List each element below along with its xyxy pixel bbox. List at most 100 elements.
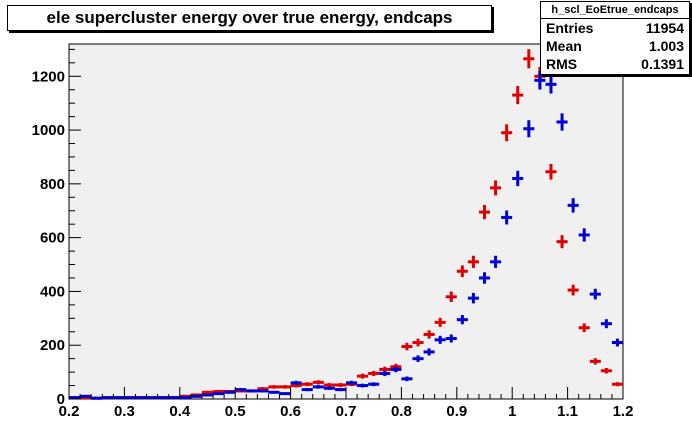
y-tick-label: 600 — [40, 230, 65, 247]
data-point — [379, 370, 391, 377]
x-tick-label: 0.8 — [391, 403, 412, 420]
stats-label: Mean — [546, 38, 582, 54]
chart-title: ele supercluster energy over true energy… — [46, 8, 453, 27]
stats-row-entries: Entries 11954 — [541, 19, 689, 37]
data-point — [445, 291, 457, 303]
data-point — [456, 315, 468, 325]
x-tick-label: 0.9 — [446, 403, 467, 420]
data-point — [501, 210, 513, 225]
x-tick-label: 0.6 — [280, 403, 301, 420]
y-tick-label: 0 — [57, 391, 65, 408]
data-point — [80, 394, 92, 398]
stats-box-name: h_scl_EoEtrue_endcaps — [541, 2, 689, 19]
data-point — [523, 120, 535, 138]
data-point — [346, 380, 358, 385]
data-point — [578, 323, 590, 333]
stats-value: 11954 — [645, 20, 684, 36]
stats-label: RMS — [546, 56, 578, 72]
x-tick-label: 1 — [508, 403, 516, 420]
data-point — [545, 75, 557, 94]
x-tick-label: 1.1 — [557, 403, 578, 420]
data-point — [512, 170, 524, 187]
data-point — [589, 358, 601, 365]
data-point — [567, 198, 579, 213]
data-point — [179, 396, 191, 400]
data-point — [357, 373, 369, 379]
data-point — [589, 288, 601, 300]
axes: 0 200 400 600 800 1000 1200 0.2 0.3 0.4 0.5 0.6 0.7 0… — [32, 48, 634, 420]
data-point — [445, 334, 457, 343]
data-point — [102, 396, 114, 400]
y-tick-label: 200 — [40, 337, 65, 354]
stats-value: 0.1391 — [641, 56, 684, 72]
data-point — [567, 284, 579, 296]
data-point — [490, 180, 502, 196]
data-point — [611, 338, 623, 347]
data-point — [611, 382, 623, 387]
y-tick-label: 1200 — [32, 68, 65, 85]
data-point — [312, 385, 324, 389]
data-point — [268, 385, 280, 389]
data-point — [478, 204, 491, 220]
data-point — [523, 49, 535, 69]
data-point — [301, 387, 313, 392]
data-point — [213, 392, 225, 396]
data-point — [113, 396, 125, 400]
data-point — [235, 387, 247, 392]
stats-row-mean: Mean 1.003 — [541, 37, 689, 55]
stats-label: Entries — [546, 20, 594, 36]
data-point — [257, 389, 269, 393]
data-point — [478, 272, 491, 284]
data-point — [190, 394, 202, 398]
data-point — [368, 370, 380, 377]
data-point — [124, 396, 136, 400]
data-point — [290, 380, 302, 385]
data-point — [246, 389, 258, 393]
data-point — [201, 390, 214, 394]
data-point — [412, 355, 424, 362]
data-point — [467, 292, 479, 304]
data-point — [135, 396, 147, 400]
data-point — [368, 382, 380, 387]
data-point — [534, 71, 546, 90]
x-tick-label: 0.5 — [225, 403, 246, 420]
data-point — [490, 255, 502, 268]
x-tick-label: 0.3 — [114, 403, 135, 420]
data-point — [279, 392, 291, 396]
data-point — [157, 396, 169, 400]
data-point — [323, 383, 335, 387]
y-tick-label: 1000 — [32, 122, 65, 139]
x-tick-label: 1.2 — [613, 403, 634, 420]
x-tick-label: 0.2 — [59, 403, 80, 420]
series-blue — [69, 71, 623, 400]
data-point — [401, 342, 413, 351]
series-marks — [69, 49, 623, 400]
x-tick-label: 0.7 — [336, 403, 357, 420]
stats-value: 1.003 — [648, 38, 684, 54]
y-tick-label: 800 — [40, 176, 65, 193]
data-point — [434, 335, 446, 344]
stats-row-rms: RMS 0.1391 — [541, 55, 689, 73]
y-tick-label: 400 — [40, 283, 65, 300]
title-box: ele supercluster energy over true energy… — [7, 5, 492, 31]
data-point — [69, 396, 81, 400]
data-point — [168, 396, 180, 400]
data-point — [146, 396, 158, 400]
data-point — [600, 319, 612, 329]
data-point — [268, 390, 280, 394]
data-point — [467, 255, 479, 268]
data-point — [312, 380, 324, 385]
data-point — [390, 366, 402, 373]
data-point — [556, 113, 568, 131]
data-point — [434, 317, 446, 327]
data-point — [556, 235, 568, 249]
stats-box: h_scl_EoEtrue_endcaps Entries 11954 Mean… — [540, 1, 690, 75]
data-point — [578, 228, 590, 242]
data-point — [357, 383, 369, 388]
data-point — [224, 390, 236, 394]
data-point — [512, 86, 524, 105]
data-point — [334, 387, 346, 392]
data-point — [501, 124, 513, 142]
